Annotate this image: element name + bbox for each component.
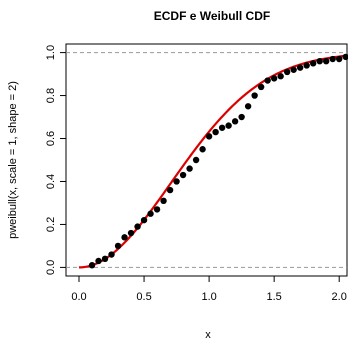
ecdf-point [244,103,252,110]
ecdf-point [238,113,245,121]
y-tick-label: 0.2 [45,217,57,232]
ecdf-point [264,77,271,84]
x-tick-label: 1.5 [266,291,281,303]
y-axis: 0.0 0.2 0.4 0.6 0.8 1.0 [45,45,66,275]
ecdf-point [199,146,206,153]
ecdf-point [335,55,343,63]
ecdf-point [95,257,102,265]
ecdf-point [192,156,200,164]
ecdf-point [277,73,284,80]
x-tick-label: 2.0 [332,291,347,303]
ecdf-point [101,255,109,263]
ecdf-point [173,178,180,185]
x-tick-label: 0.5 [136,291,151,303]
ecdf-point [218,124,226,131]
ecdf-point [309,60,317,67]
ecdf-points-layer [88,53,348,269]
ecdf-point [342,53,348,61]
chart-title: ECDF e Weibull CDF [154,9,270,23]
y-tick-label: 0.8 [45,88,57,103]
ecdf-point [290,66,297,73]
plot-area [65,43,348,277]
ecdf-point [283,68,291,76]
x-tick-label: 1.0 [201,291,216,303]
ecdf-point [225,122,232,129]
x-axis: 0.0 0.5 1.0 1.5 2.0 [71,275,347,303]
ecdf-point [322,57,330,65]
ecdf-point [296,64,304,71]
ecdf-point [205,133,213,140]
ecdf-point [166,186,174,194]
ecdf-point [127,229,135,237]
y-axis-label: pweibull(x, scale = 1, shape = 2) [7,81,19,239]
weibull-cdf-line [78,54,348,269]
weibull-cdf-curve-layer [78,54,348,269]
ecdf-point [153,206,161,213]
y-tick-label: 1.0 [45,45,57,60]
y-tick-label: 0.4 [45,174,57,189]
ecdf-point [108,251,115,258]
ecdf-point [134,223,141,230]
ecdf-point [231,118,239,125]
ecdf-point [251,92,258,99]
ecdf-point [160,197,167,205]
ecdf-point [88,262,96,269]
ecdf-point [121,234,128,241]
ecdf-point [114,242,122,250]
reference-lines [66,52,347,268]
ecdf-point [147,210,154,217]
ecdf-point [212,128,219,136]
ecdf-point [186,165,193,172]
x-tick-label: 0.0 [71,291,86,303]
ecdf-point [270,75,278,82]
ecdf-point [140,216,148,224]
x-axis-label: x [205,329,211,339]
ecdf-point [329,55,336,63]
y-tick-label: 0.6 [45,131,57,146]
y-tick-label: 0.0 [45,260,57,275]
ecdf-point [316,57,323,65]
ecdf-point [257,83,265,91]
ecdf-point [303,62,310,69]
ecdf-point [179,171,187,179]
plot-border [65,43,348,277]
